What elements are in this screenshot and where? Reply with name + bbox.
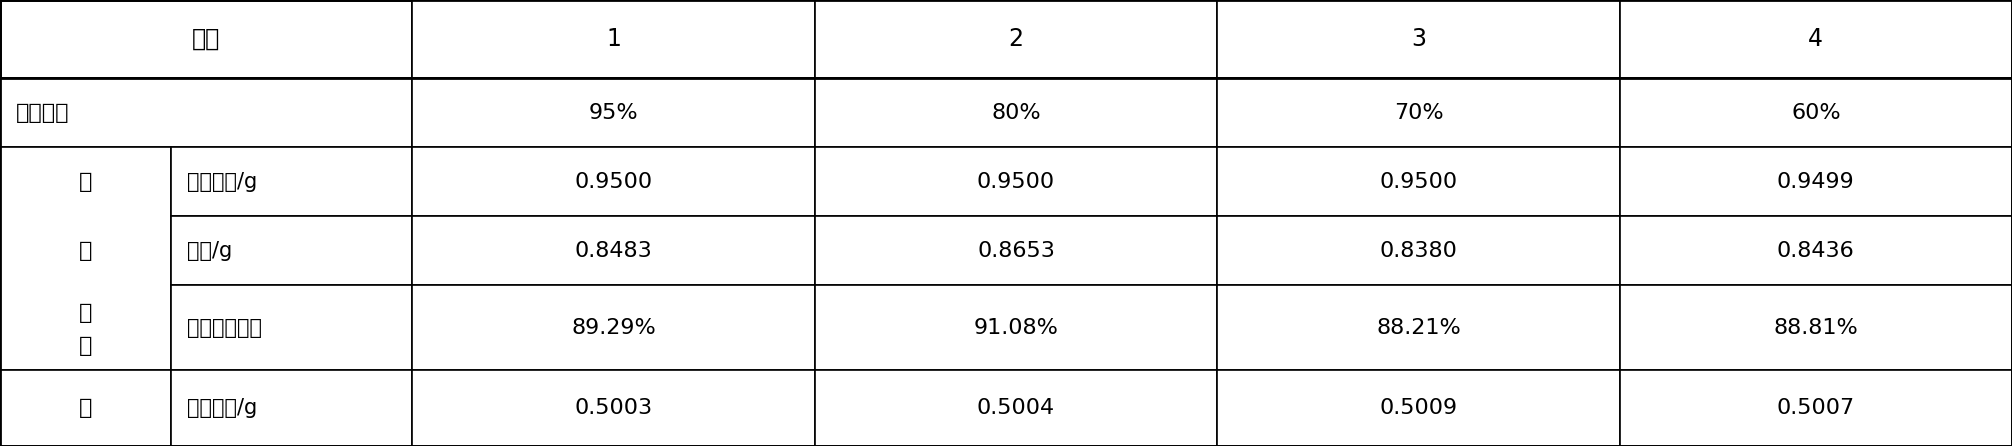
Text: 4: 4 [1809, 27, 1823, 51]
Text: 88.21%: 88.21% [1376, 318, 1461, 338]
Bar [171, 285, 412, 370]
Bar [815, 0, 1217, 78]
Text: 3: 3 [1410, 27, 1427, 51]
Bar [412, 216, 815, 285]
Text: 0.9500: 0.9500 [1380, 172, 1457, 192]
Bar [412, 78, 815, 147]
Text: 晶: 晶 [78, 336, 93, 356]
Text: 一次结晶/g: 一次结晶/g [187, 398, 258, 418]
Bar [815, 78, 1217, 147]
Bar [171, 147, 412, 216]
Bar [815, 216, 1217, 285]
Text: 结晶/g: 结晶/g [187, 241, 231, 261]
Bar [1620, 370, 2012, 446]
Text: 次: 次 [78, 241, 93, 261]
Text: 一次结晶得率: 一次结晶得率 [187, 318, 262, 338]
Text: 0.5009: 0.5009 [1380, 398, 1457, 418]
Text: 95%: 95% [590, 103, 638, 123]
Text: 0.8653: 0.8653 [978, 241, 1054, 261]
Bar [0, 78, 412, 147]
Bar [815, 370, 1217, 446]
Bar [1620, 285, 2012, 370]
Text: 89.29%: 89.29% [571, 318, 656, 338]
Bar [1217, 0, 1620, 78]
Bar [412, 370, 815, 446]
Bar [412, 285, 815, 370]
Bar [412, 147, 815, 216]
Bar [0, 0, 412, 78]
Text: 0.5007: 0.5007 [1777, 398, 1855, 418]
Text: 乙醇浓度: 乙醇浓度 [16, 103, 70, 123]
Text: 1: 1 [606, 27, 622, 51]
Text: 0.9500: 0.9500 [978, 172, 1054, 192]
Text: 0.8436: 0.8436 [1777, 241, 1855, 261]
Bar [412, 0, 815, 78]
Text: 0.5003: 0.5003 [575, 398, 652, 418]
Bar [815, 285, 1217, 370]
Text: 组号: 组号 [191, 27, 221, 51]
Text: 二: 二 [78, 398, 93, 418]
Text: 0.8380: 0.8380 [1380, 241, 1457, 261]
Bar [1217, 78, 1620, 147]
Bar [1620, 147, 2012, 216]
Text: 70%: 70% [1394, 103, 1443, 123]
Bar [0, 370, 171, 446]
Text: 0.9500: 0.9500 [575, 172, 652, 192]
Text: 0.5004: 0.5004 [978, 398, 1054, 418]
Text: 洗涤样品/g: 洗涤样品/g [187, 172, 258, 192]
Text: 80%: 80% [992, 103, 1040, 123]
Bar [171, 216, 412, 285]
Bar [1217, 285, 1620, 370]
Text: 0.9499: 0.9499 [1777, 172, 1855, 192]
Bar [1217, 370, 1620, 446]
Bar [1620, 78, 2012, 147]
Text: 一: 一 [78, 172, 93, 192]
Bar [0, 147, 171, 370]
Text: 88.81%: 88.81% [1773, 318, 1859, 338]
Text: 60%: 60% [1791, 103, 1841, 123]
Text: 结: 结 [78, 303, 93, 323]
Text: 91.08%: 91.08% [974, 318, 1058, 338]
Bar [1217, 216, 1620, 285]
Text: 2: 2 [1008, 27, 1024, 51]
Text: 0.8483: 0.8483 [575, 241, 652, 261]
Bar [171, 370, 412, 446]
Bar [815, 147, 1217, 216]
Bar [1620, 0, 2012, 78]
Bar [1620, 216, 2012, 285]
Bar [1217, 147, 1620, 216]
